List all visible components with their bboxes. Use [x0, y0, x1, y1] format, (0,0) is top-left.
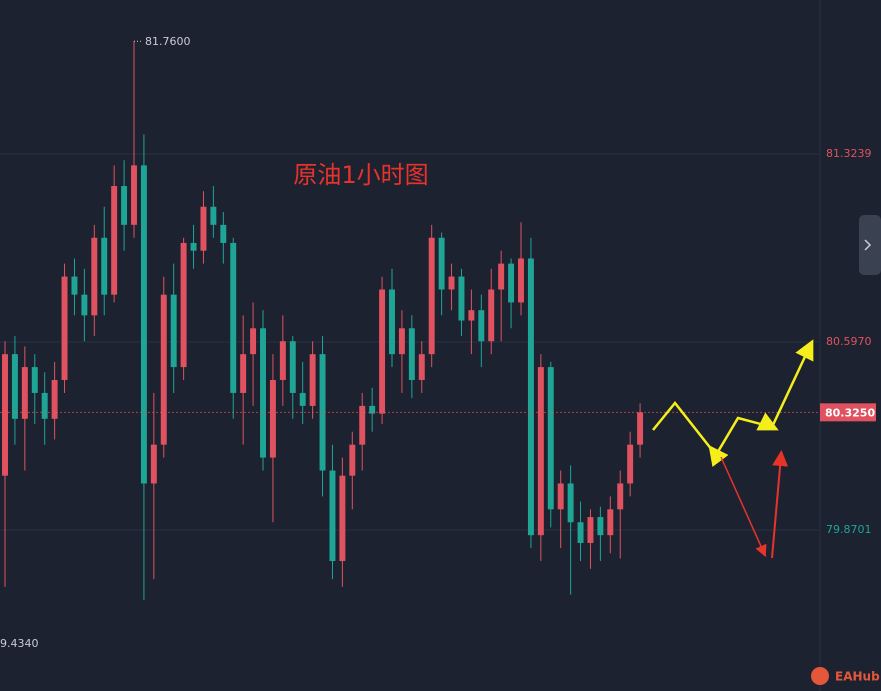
candle-body — [269, 380, 276, 458]
candle-body — [597, 517, 604, 536]
candle-body — [498, 263, 505, 290]
arrowhead — [708, 445, 729, 467]
chevron-icon — [864, 239, 872, 251]
candle-body — [190, 242, 197, 251]
candle-body — [41, 392, 48, 419]
candle-body — [11, 354, 18, 419]
candle-body — [140, 165, 147, 484]
candle-body — [71, 276, 78, 295]
candle-body — [31, 367, 38, 393]
candle-body — [567, 483, 574, 523]
candle-body — [260, 328, 266, 458]
candle-body — [577, 522, 584, 543]
candle-body — [369, 405, 376, 414]
candle-body — [448, 276, 455, 290]
current-price-box — [820, 403, 876, 422]
candle-body — [279, 341, 286, 381]
arrowhead — [756, 412, 779, 431]
candle-body — [379, 289, 386, 414]
candle-body — [121, 186, 128, 225]
candle-body — [210, 206, 217, 225]
candle-body — [319, 354, 326, 471]
forecast-arrow-red — [720, 456, 767, 558]
candle-body — [250, 328, 257, 355]
low-marker-label: 9.4340 — [0, 637, 39, 650]
candle-body — [150, 444, 157, 484]
forecast-arrow-yellow — [652, 345, 812, 458]
candle-body — [428, 237, 435, 355]
chart-title: 原油1小时图 — [293, 161, 428, 189]
candle-body — [111, 186, 118, 295]
candle-body — [299, 392, 306, 406]
candle-body — [61, 276, 68, 381]
candle-body — [458, 276, 465, 321]
candle-body — [418, 354, 425, 381]
candle-body — [389, 289, 395, 355]
watermark-logo — [811, 667, 829, 685]
candle-body — [131, 165, 137, 225]
candle-body — [349, 444, 356, 476]
y-tick-label: 81.3239 — [826, 147, 872, 160]
candle-body — [488, 289, 495, 342]
candle-body — [200, 206, 207, 251]
candle-body — [160, 294, 167, 445]
forecast-arrow-red — [771, 450, 789, 559]
watermark: EAHub — [835, 670, 880, 684]
candle-body — [329, 470, 336, 562]
candle-body — [21, 367, 28, 419]
candle-body — [637, 412, 644, 445]
candle-body — [51, 380, 58, 419]
candle-body — [230, 242, 237, 393]
candle-body — [170, 294, 177, 368]
candle-body — [617, 483, 624, 510]
candle-body — [607, 509, 614, 536]
current-price-label: 80.3250 — [825, 406, 875, 419]
candle-body — [508, 263, 515, 303]
candle-body — [408, 328, 415, 381]
candle-body — [91, 237, 98, 316]
candle-body — [220, 224, 227, 243]
candle-body — [627, 444, 634, 484]
candle-body — [339, 475, 346, 562]
candle-body — [2, 354, 8, 476]
candle-body — [478, 310, 485, 342]
y-tick-label: 79.8701 — [826, 523, 872, 536]
candle-body — [240, 354, 247, 393]
candle-body — [537, 367, 544, 536]
candle-body — [518, 258, 524, 303]
candle-body — [309, 354, 316, 406]
candle-body — [398, 328, 405, 355]
arrowhead — [795, 339, 814, 362]
candle-body — [359, 405, 366, 445]
candle-body — [527, 258, 534, 536]
candle-body — [180, 242, 187, 368]
candle-body — [468, 310, 475, 321]
candle-body — [289, 341, 296, 393]
candle-body — [547, 367, 554, 510]
y-tick-label: 80.5970 — [826, 335, 872, 348]
high-marker-label: 81.7600 — [145, 35, 191, 48]
candle-body — [81, 294, 88, 316]
candle-body — [101, 237, 108, 295]
candle-body — [587, 517, 594, 543]
candle-body — [557, 483, 564, 510]
candle-body — [438, 237, 445, 290]
